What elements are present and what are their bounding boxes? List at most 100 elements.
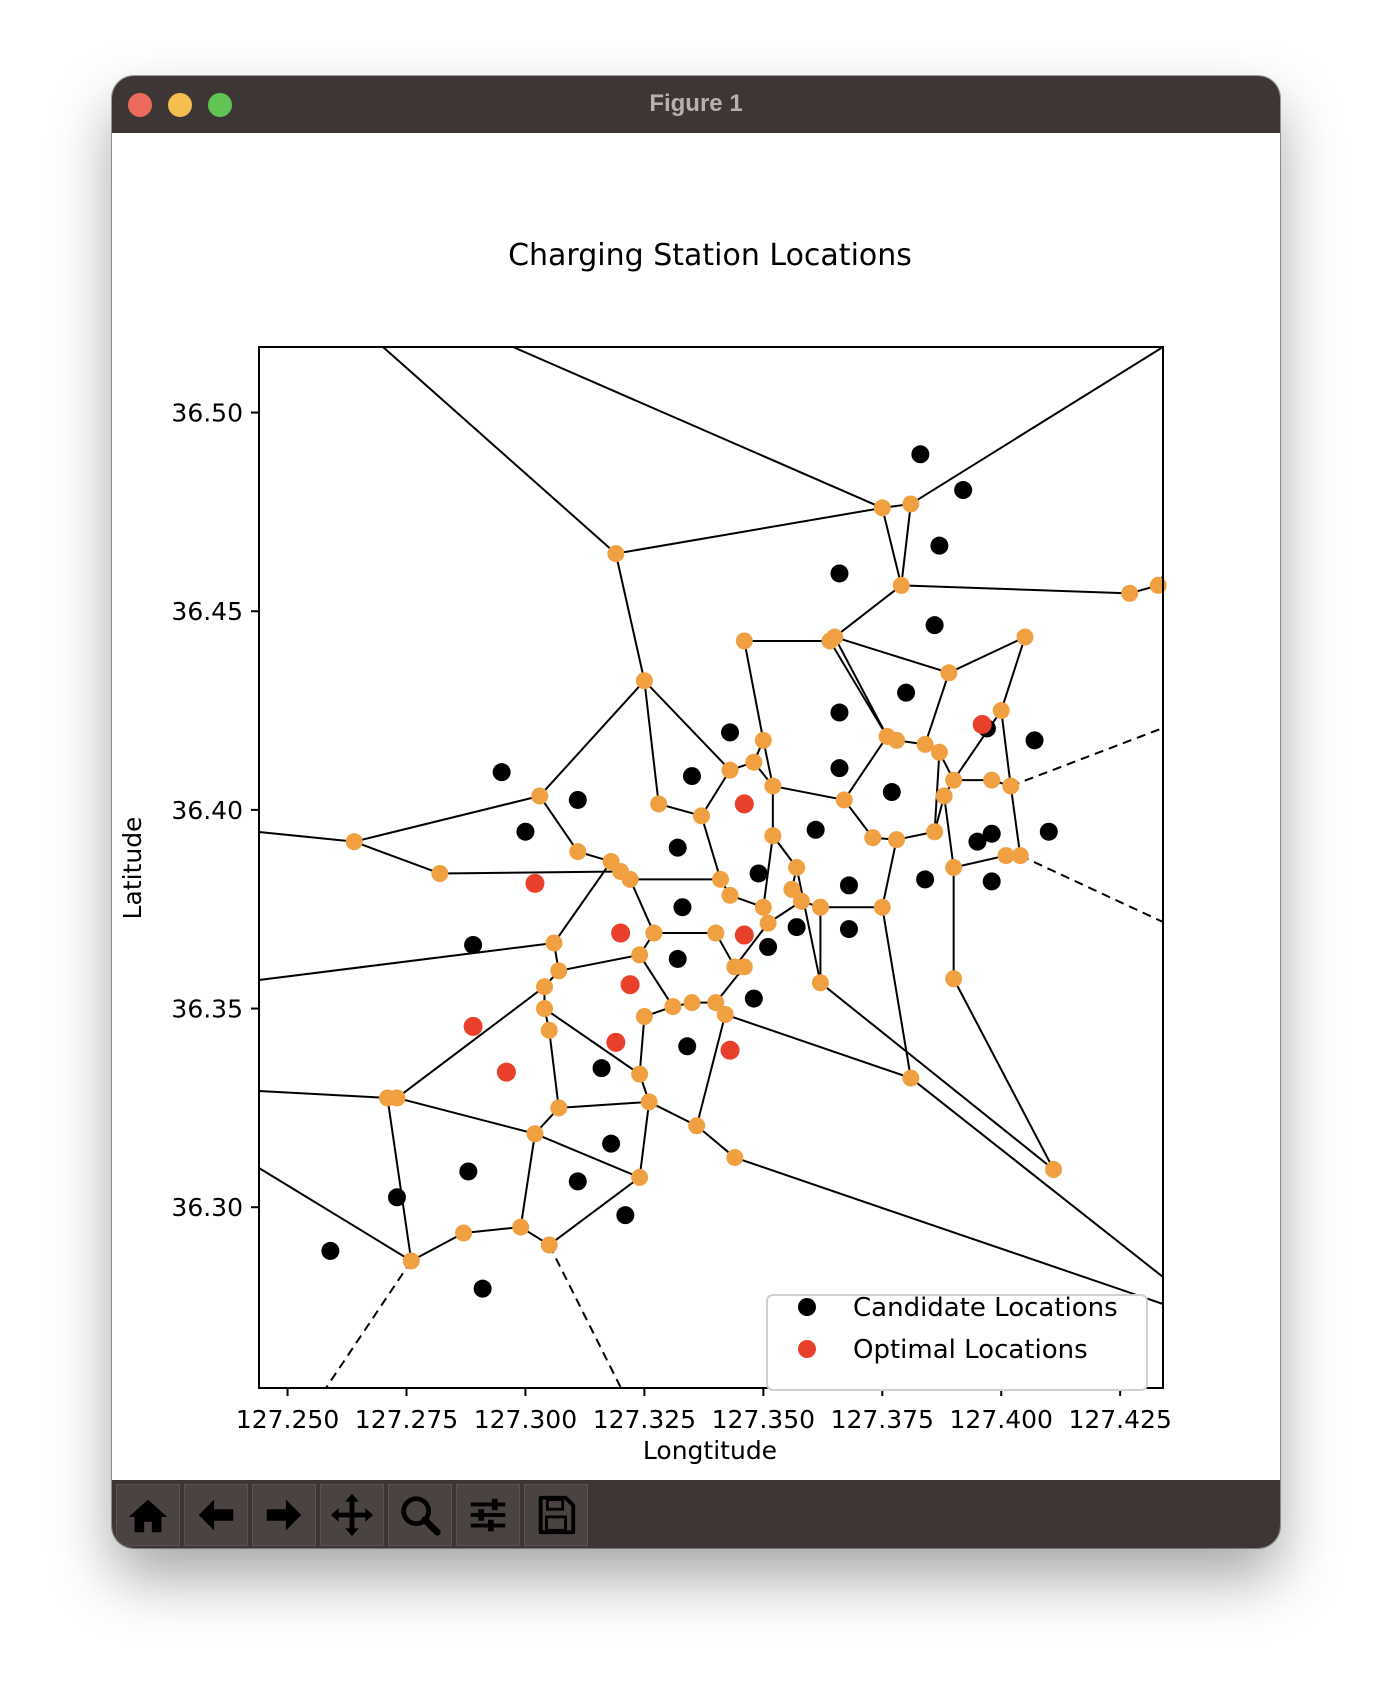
candidate-location-point [673, 898, 692, 917]
voronoi-edge [410, 1232, 465, 1262]
voronoi-edge [353, 795, 540, 843]
voronoi-vertex [788, 859, 806, 876]
y-tick-label: 36.50 [171, 399, 243, 428]
candidate-location-point [925, 616, 944, 635]
minimize-window-button[interactable] [168, 93, 192, 117]
voronoi-vertex [783, 880, 801, 898]
voronoi-vertex [402, 1252, 420, 1270]
voronoi-vertex [707, 924, 725, 942]
voronoi-edge [629, 879, 655, 934]
candidate-location-point [982, 824, 1001, 843]
voronoi-edge [948, 636, 1026, 674]
x-tick-label: 127.375 [831, 1405, 934, 1434]
voronoi-edge [548, 1030, 560, 1109]
candidate-location-point [968, 832, 987, 851]
arrow-right-icon [266, 1499, 302, 1531]
voronoi-vertex [1002, 777, 1020, 795]
voronoi-vertex [759, 914, 777, 932]
x-tick-label: 127.425 [1068, 1405, 1171, 1434]
candidate-location-point [668, 949, 687, 968]
voronoi-vertex [692, 807, 710, 825]
candidate-location-point [568, 790, 587, 809]
candidate-location-point [568, 1172, 587, 1191]
candidate-location-point [882, 783, 901, 802]
voronoi-edge [558, 953, 640, 972]
voronoi-vertex [345, 833, 363, 851]
voronoi-vertex [916, 735, 934, 753]
voronoi-vertex [892, 576, 910, 594]
voronoi-ray-dashed [548, 1244, 622, 1389]
y-tick-label: 36.30 [171, 1193, 243, 1222]
candidate-location-point [911, 445, 930, 464]
candidate-location-point [806, 820, 825, 839]
voronoi-edge [700, 815, 722, 880]
voronoi-edge [439, 870, 621, 875]
voronoi-edge [538, 795, 579, 853]
x-tick-label: 127.400 [950, 1405, 1053, 1434]
arrow-left-icon [198, 1499, 234, 1531]
voronoi-vertex [945, 771, 963, 789]
voronoi-vertex [888, 731, 906, 749]
voronoi-vertex [811, 898, 829, 916]
maximize-window-button[interactable] [208, 93, 232, 117]
move-icon [330, 1493, 374, 1537]
voronoi-vertex [735, 632, 753, 650]
voronoi-vertex [526, 1125, 544, 1143]
voronoi-edge [1009, 785, 1022, 856]
candidate-location-point [830, 759, 849, 778]
candidate-location-point [387, 1188, 406, 1207]
voronoi-edge [833, 636, 888, 737]
voronoi-ray [910, 1077, 1164, 1278]
voronoi-vertex [1016, 628, 1034, 646]
x-tick-label: 127.275 [355, 1405, 458, 1434]
voronoi-vertex [431, 864, 449, 882]
candidate-location-point [1039, 822, 1058, 841]
voronoi-edge [743, 640, 765, 741]
voronoi-edge [819, 981, 1055, 1171]
candidate-location-point [602, 1134, 621, 1153]
y-axis-ticks: 36.30 36.35 36.40 36.45 36.50 [171, 399, 259, 1222]
pan-button[interactable] [320, 1484, 384, 1546]
voronoi-vertex [635, 1007, 653, 1025]
x-axis-ticks: 127.250 127.275 127.300 127.325 127.350 127.3… [236, 1388, 1172, 1434]
sliders-icon [470, 1498, 506, 1532]
legend-box [766, 1294, 1148, 1391]
voronoi-vertex [650, 795, 668, 813]
candidate-location-point [678, 1037, 697, 1056]
voronoi-edge [643, 680, 660, 805]
voronoi-edge [638, 1016, 646, 1075]
voronoi-vertex [764, 827, 782, 845]
voronoi-vertex [540, 1021, 558, 1039]
zoom-button[interactable] [388, 1484, 452, 1546]
voronoi-vertex [712, 870, 730, 888]
home-button[interactable] [116, 1484, 180, 1546]
voronoi-vertex [1045, 1160, 1063, 1178]
x-tick-label: 127.250 [236, 1405, 339, 1434]
close-window-button[interactable] [128, 93, 152, 117]
voronoi-edge [795, 867, 822, 983]
voronoi-edge [881, 507, 903, 586]
voronoi-vertex [754, 898, 772, 916]
x-axis-label: Longtitude [643, 1436, 777, 1465]
title-bar: Figure 1 [112, 76, 1280, 134]
voronoi-edge [901, 584, 1130, 595]
voronoi-vertex [1121, 584, 1139, 602]
voronoi-vertex [540, 1236, 558, 1254]
forward-button[interactable] [252, 1484, 316, 1546]
voronoi-edge [724, 1013, 912, 1080]
y-tick-label: 36.45 [171, 597, 243, 626]
voronoi-vertex [745, 753, 763, 771]
back-button[interactable] [184, 1484, 248, 1546]
candidate-location-point [464, 935, 483, 954]
voronoi-edge [643, 680, 731, 771]
voronoi-edge [615, 506, 883, 555]
candidate-location-point [492, 763, 511, 782]
optimal-location-point [734, 794, 754, 814]
configure-subplots-button[interactable] [456, 1484, 520, 1546]
voronoi-vertex [902, 495, 920, 513]
voronoi-vertex [550, 1099, 568, 1117]
voronoi-vertex [707, 994, 725, 1012]
voronoi-vertex [721, 886, 739, 904]
save-button[interactable] [524, 1484, 588, 1546]
optimal-location-point [496, 1062, 516, 1082]
